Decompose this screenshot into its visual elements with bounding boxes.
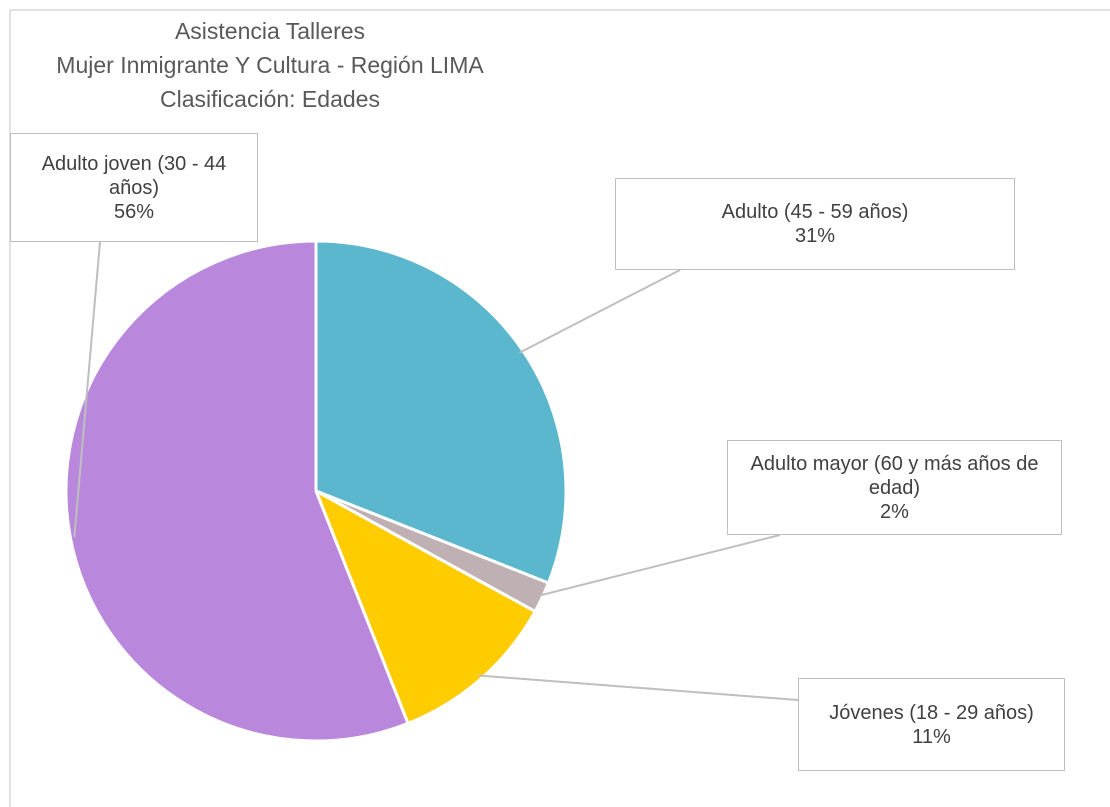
label-category: Adulto (45 - 59 años) (721, 201, 909, 223)
label-value: 31% (794, 225, 836, 247)
label-category: Jóvenes (18 - 29 años) (829, 701, 1034, 724)
chart-title: Asistencia Talleres (174, 18, 366, 44)
data-label: Adulto joven (30 - 44 años) 56% (10, 133, 258, 242)
leader-line (478, 674, 799, 701)
label-category: Adulto joven (30 - 44 años) (41, 152, 227, 199)
pie-slice (64, 239, 410, 743)
leader-line (519, 269, 681, 354)
chart-border (9, 9, 1110, 807)
leader-line (73, 241, 101, 538)
chart-title: Clasificación: Edades (160, 86, 380, 112)
data-label: Adulto mayor (60 y más años de edad) 2% (727, 440, 1062, 535)
label-category: Adulto mayor (60 y más años de edad) (750, 452, 1039, 499)
pie-slice (313, 487, 538, 726)
data-label: Adulto (45 - 59 años) 31% (615, 178, 1015, 270)
label-value: 2% (880, 500, 909, 523)
chart-title: Mujer Inmigrante Y Cultura - Región LIMA (56, 52, 484, 78)
label-value: 11% (912, 725, 951, 748)
label-value: 56% (113, 200, 155, 223)
leader-line (538, 534, 781, 597)
data-label: Jóvenes (18 - 29 años) 11% (798, 678, 1065, 771)
